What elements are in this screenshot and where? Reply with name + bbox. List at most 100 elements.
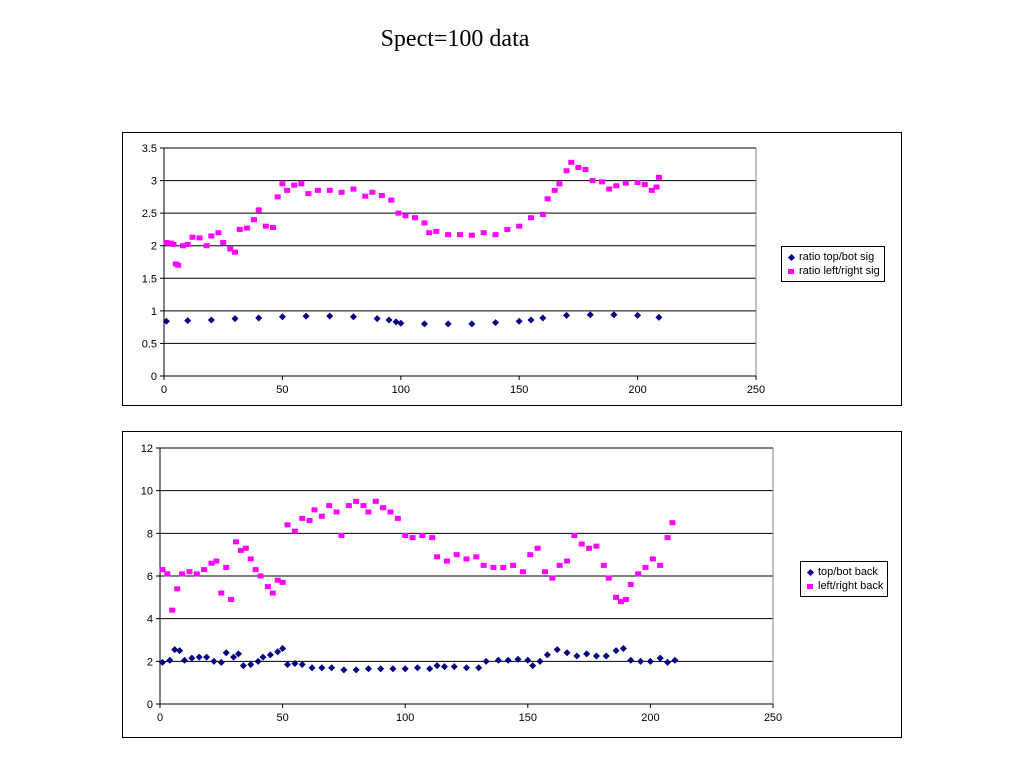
data-point xyxy=(158,658,166,666)
data-point xyxy=(203,243,210,249)
data-point xyxy=(345,503,352,509)
y-tick-label: 0.5 xyxy=(142,338,157,350)
data-point xyxy=(284,187,291,193)
data-point xyxy=(450,663,458,671)
data-point xyxy=(500,564,507,570)
data-point xyxy=(369,189,376,195)
data-point xyxy=(213,558,220,564)
data-point xyxy=(627,582,634,588)
legend-item-ratio-top-bot: ratio top/bot sig xyxy=(786,250,880,264)
data-point xyxy=(362,193,369,199)
square-marker-icon xyxy=(786,265,796,277)
data-point xyxy=(314,187,321,193)
data-point xyxy=(519,569,526,575)
data-point xyxy=(669,520,676,526)
data-point xyxy=(413,664,421,672)
data-point xyxy=(602,652,610,660)
legend-label: ratio left/right sig xyxy=(799,265,880,277)
data-point xyxy=(494,656,502,664)
data-point xyxy=(255,207,262,213)
data-point xyxy=(527,552,534,558)
data-point xyxy=(186,569,193,575)
data-point xyxy=(627,656,635,664)
data-point xyxy=(223,564,230,570)
data-point xyxy=(394,515,401,521)
data-point xyxy=(556,562,563,568)
data-point xyxy=(239,662,247,670)
data-point xyxy=(326,503,333,509)
y-tick-label: 6 xyxy=(147,571,153,583)
data-point xyxy=(254,657,262,665)
data-point xyxy=(568,159,575,165)
series-0 xyxy=(162,311,663,328)
data-point xyxy=(617,599,624,605)
data-point xyxy=(220,239,227,245)
data-point xyxy=(181,656,189,664)
data-point xyxy=(279,181,286,187)
legend-label: top/bot back xyxy=(818,566,878,578)
data-point xyxy=(582,166,589,172)
data-point xyxy=(444,320,452,328)
data-point xyxy=(429,535,436,541)
data-point xyxy=(208,233,215,239)
data-point xyxy=(201,567,208,573)
data-point xyxy=(242,545,249,551)
data-point xyxy=(426,230,433,236)
data-point xyxy=(207,316,215,324)
data-point xyxy=(586,545,593,551)
data-point xyxy=(536,657,544,665)
data-point xyxy=(655,174,662,180)
data-point xyxy=(264,584,271,590)
data-point xyxy=(599,179,606,185)
data-point xyxy=(563,649,571,657)
data-point xyxy=(605,575,612,581)
data-point xyxy=(656,654,664,662)
data-point xyxy=(352,666,360,674)
data-point xyxy=(402,213,409,219)
data-point xyxy=(305,191,312,197)
data-point xyxy=(586,311,594,319)
data-point xyxy=(480,562,487,568)
data-point xyxy=(648,187,655,193)
diamond-marker-icon xyxy=(786,251,796,263)
data-point xyxy=(544,196,551,202)
data-point xyxy=(372,498,379,504)
chart-background-legend: top/bot back left/right back xyxy=(800,561,889,597)
data-point xyxy=(237,547,244,553)
data-point xyxy=(171,646,179,654)
data-point xyxy=(306,518,313,524)
data-point xyxy=(234,650,242,658)
data-point xyxy=(589,178,596,184)
data-point xyxy=(419,532,426,538)
data-point xyxy=(612,647,620,655)
data-point xyxy=(433,662,441,670)
data-point xyxy=(299,515,306,521)
data-point xyxy=(269,590,276,596)
data-point xyxy=(259,653,267,661)
data-point xyxy=(492,232,499,238)
series-1 xyxy=(159,498,676,613)
data-point xyxy=(284,522,291,528)
legend-label: left/right back xyxy=(818,580,884,592)
data-point xyxy=(326,312,334,320)
data-point xyxy=(610,311,618,319)
data-point xyxy=(349,313,357,321)
data-point xyxy=(203,653,211,661)
data-point xyxy=(543,651,551,659)
y-tick-label: 12 xyxy=(141,443,153,455)
data-point xyxy=(247,556,254,562)
data-point xyxy=(515,317,523,325)
data-point xyxy=(440,663,448,671)
legend-item-top-bot-back: top/bot back xyxy=(805,565,883,579)
data-point xyxy=(553,646,561,654)
data-point xyxy=(215,230,222,236)
page-title: Spect=100 data xyxy=(380,26,530,52)
data-point xyxy=(298,181,305,187)
data-point xyxy=(184,241,191,247)
data-point xyxy=(217,658,225,666)
data-point xyxy=(360,503,367,509)
data-point xyxy=(385,316,393,324)
data-point xyxy=(482,657,490,665)
series-0 xyxy=(158,645,679,674)
data-point xyxy=(649,556,656,562)
